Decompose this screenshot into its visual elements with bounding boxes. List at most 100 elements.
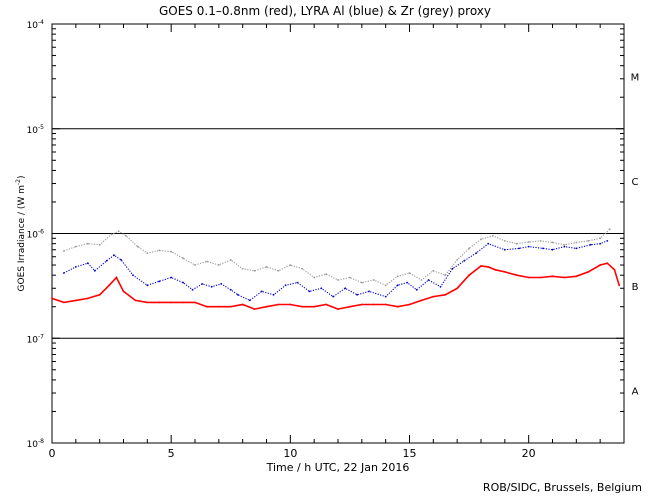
data-point: [86, 297, 89, 300]
data-point: [551, 248, 554, 251]
data-point: [253, 269, 256, 272]
data-point: [296, 281, 299, 284]
series-goes-0-1-0-8nm: [51, 262, 621, 310]
data-point: [170, 250, 173, 253]
data-point: [587, 271, 590, 273]
data-point: [86, 242, 89, 245]
data-point: [122, 290, 125, 293]
data-point: [542, 247, 544, 250]
data-point: [182, 281, 185, 284]
data-point: [63, 272, 65, 274]
data-point: [74, 266, 77, 268]
data-point: [301, 305, 304, 308]
data-point: [494, 268, 497, 271]
data-point: [105, 259, 108, 262]
data-point: [117, 230, 120, 233]
data-point: [599, 242, 602, 245]
data-point: [74, 245, 77, 248]
data-point: [587, 240, 590, 242]
data-point: [74, 299, 77, 302]
data-point: [406, 281, 408, 284]
data-point: [260, 290, 263, 293]
data-point: [120, 259, 122, 261]
data-point: [360, 281, 363, 284]
data-point: [589, 243, 592, 246]
data-point: [134, 299, 137, 302]
data-point: [201, 283, 204, 285]
data-point: [229, 288, 232, 291]
data-point: [396, 284, 399, 287]
data-point: [527, 276, 530, 279]
data-point: [439, 285, 442, 288]
data-point: [308, 290, 311, 293]
data-point: [108, 284, 111, 287]
data-point: [277, 303, 280, 306]
data-point: [575, 247, 578, 250]
data-point: [563, 243, 566, 246]
data-point: [372, 303, 375, 306]
credit-text: ROB/SIDC, Brussels, Belgium: [482, 481, 642, 494]
series-trace: [63, 228, 611, 286]
data-point: [360, 303, 363, 306]
series-trace: [63, 240, 608, 302]
data-point: [170, 301, 173, 304]
data-point: [456, 259, 459, 261]
data-point: [115, 276, 118, 279]
x-tick-label: 10: [283, 447, 297, 460]
data-point: [599, 264, 602, 266]
data-point: [503, 248, 506, 251]
data-point: [253, 308, 256, 310]
chart-title: GOES 0.1–0.8nm (red), LYRA Al (blue) & Z…: [158, 4, 492, 18]
data-point: [480, 238, 482, 241]
data-point: [136, 245, 139, 248]
data-point: [372, 279, 375, 281]
data-point: [384, 303, 387, 306]
data-point: [289, 264, 292, 266]
data-point: [487, 266, 490, 268]
data-point: [248, 299, 251, 302]
data-point: [384, 284, 387, 287]
x-axis-label: Time / h UTC, 22 Jan 2016: [266, 461, 410, 474]
flare-class-label: M: [631, 72, 640, 83]
data-point: [220, 283, 223, 285]
flare-class-label: C: [632, 177, 639, 188]
data-point: [206, 260, 208, 263]
data-point: [158, 280, 161, 283]
data-point: [356, 293, 358, 296]
data-point: [146, 284, 149, 287]
data-point: [265, 305, 268, 308]
data-point: [408, 303, 411, 306]
y-tick-label: 10-5: [27, 124, 45, 136]
data-point: [415, 288, 418, 291]
data-point: [551, 275, 554, 278]
data-point: [492, 234, 494, 237]
series-trace: [51, 262, 620, 310]
data-point: [427, 279, 430, 281]
data-point: [575, 241, 578, 244]
data-point: [241, 267, 244, 270]
data-point: [539, 276, 542, 279]
data-point: [146, 301, 149, 304]
data-point: [98, 293, 101, 296]
data-point: [551, 241, 554, 244]
data-point: [125, 234, 127, 237]
data-point: [503, 240, 506, 242]
data-point: [463, 259, 466, 262]
data-point: [444, 293, 447, 296]
data-point: [503, 271, 506, 273]
flare-class-label: A: [632, 387, 639, 398]
data-point: [527, 241, 530, 243]
data-point: [113, 254, 115, 257]
data-point: [515, 242, 518, 245]
data-point: [325, 303, 327, 306]
data-point: [613, 268, 616, 271]
data-point: [487, 242, 490, 245]
data-point: [229, 305, 232, 308]
data-point: [618, 284, 621, 287]
data-point: [456, 287, 459, 290]
data-point: [146, 252, 149, 255]
data-point: [444, 274, 447, 277]
data-point: [158, 301, 161, 304]
data-point: [349, 276, 351, 279]
